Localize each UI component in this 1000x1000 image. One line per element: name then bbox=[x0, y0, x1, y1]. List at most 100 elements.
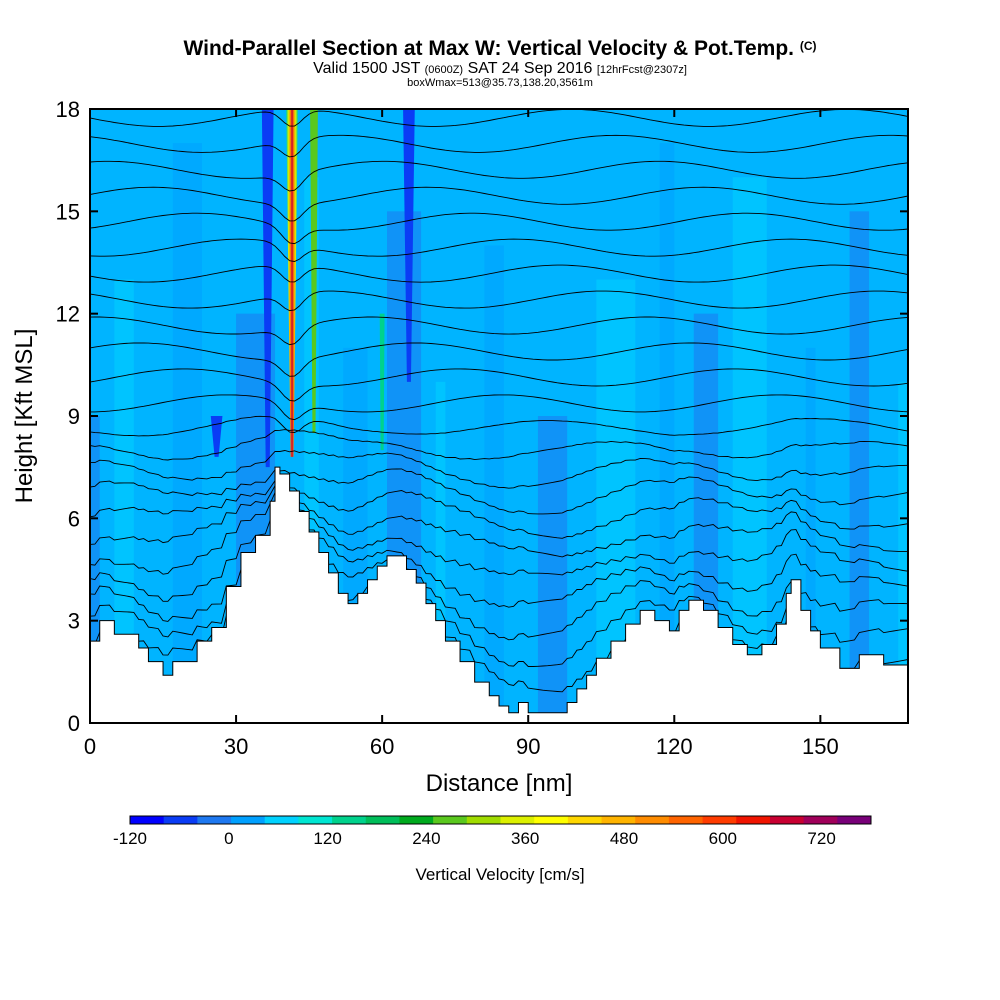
forecast-info: [12hrFcst@2307z] bbox=[596, 64, 687, 76]
updraft-weak bbox=[379, 313, 385, 451]
valid-utc: (0600Z) bbox=[424, 64, 464, 76]
isentrope-line bbox=[90, 394, 908, 421]
colorbar-tick-label: 720 bbox=[807, 829, 835, 848]
y-tick-label: 9 bbox=[68, 404, 80, 429]
x-axis-label: Distance [nm] bbox=[426, 770, 573, 797]
isentrope-line bbox=[90, 368, 908, 402]
colorbar-swatch bbox=[534, 816, 569, 824]
velocity-band bbox=[537, 416, 568, 723]
valid-time: Valid 1500 JST bbox=[313, 60, 421, 77]
x-axis: 0 30 60 90 120 150 bbox=[84, 109, 839, 759]
isentrope-line bbox=[90, 212, 908, 245]
x-tick-label: 150 bbox=[802, 734, 839, 759]
velocity-band bbox=[659, 143, 675, 723]
x-tick-label: 30 bbox=[224, 734, 248, 759]
colorbar-tick-label: 120 bbox=[313, 829, 341, 848]
colorbar-swatch bbox=[365, 816, 400, 824]
plot-area bbox=[90, 109, 908, 723]
y-axis: 0 3 6 9 12 15 18 bbox=[56, 97, 908, 736]
y-tick-label: 18 bbox=[56, 97, 80, 122]
colorbar-swatch bbox=[668, 816, 704, 824]
colorbar-swatch bbox=[298, 816, 333, 824]
draft-features bbox=[210, 109, 415, 468]
isentrope-line bbox=[90, 450, 908, 489]
x-tick-label: 60 bbox=[370, 734, 394, 759]
isentrope-line bbox=[90, 485, 908, 558]
isentropes bbox=[90, 109, 908, 693]
colorbar-label: Vertical Velocity [cm/s] bbox=[415, 865, 584, 884]
isentrope-line bbox=[90, 526, 908, 641]
isentrope-line bbox=[90, 480, 908, 539]
colorbar-swatch bbox=[433, 816, 468, 824]
y-tick-label: 12 bbox=[56, 302, 80, 327]
isentrope-line bbox=[90, 290, 908, 312]
colorbar-swatch bbox=[803, 816, 838, 824]
isentrope-line bbox=[90, 109, 908, 127]
updraft-core bbox=[286, 109, 298, 457]
x-tick-label: 0 bbox=[84, 734, 96, 759]
isentrope-line bbox=[90, 238, 908, 262]
colorbar: -120 0 120 240 360 480 600 720 bbox=[113, 815, 872, 848]
isentrope-line bbox=[90, 505, 908, 608]
colorbar-swatch bbox=[197, 816, 232, 824]
updraft-secondary bbox=[310, 109, 318, 434]
velocity-band bbox=[898, 381, 908, 723]
colorbar-frame bbox=[129, 815, 872, 825]
colorbar-swatch bbox=[567, 816, 603, 824]
valid-date: SAT 24 Sep 2016 bbox=[467, 60, 593, 77]
velocity-bands bbox=[90, 143, 908, 723]
downdraft bbox=[261, 109, 274, 468]
x-tick-label: 120 bbox=[656, 734, 693, 759]
chart-title-text: Wind-Parallel Section at Max W: Vertical… bbox=[183, 37, 794, 60]
chart-title: Wind-Parallel Section at Max W: Vertical… bbox=[0, 37, 1000, 61]
isentrope-line bbox=[90, 186, 908, 222]
velocity-band bbox=[435, 381, 446, 723]
velocity-band bbox=[805, 347, 816, 723]
downdraft bbox=[210, 416, 223, 457]
chart-subtitle: Valid 1500 JST (0600Z) SAT 24 Sep 2016 [… bbox=[0, 60, 1000, 78]
y-tick-label: 6 bbox=[68, 506, 80, 531]
y-axis-label: Height [Kft MSL] bbox=[11, 329, 38, 504]
isentrope-line bbox=[90, 160, 908, 192]
colorbar-swatch bbox=[837, 816, 872, 824]
isentrope-line bbox=[90, 342, 908, 377]
isentrope-line bbox=[90, 429, 908, 461]
terrain bbox=[90, 466, 908, 723]
y-tick-label: 0 bbox=[68, 711, 80, 736]
isentrope-line bbox=[90, 491, 908, 576]
colorbar-swatch bbox=[500, 816, 535, 824]
colorbar-tick-label: 240 bbox=[412, 829, 440, 848]
copyright-mark: (C) bbox=[799, 39, 817, 53]
velocity-band bbox=[732, 177, 767, 723]
isentrope-line bbox=[90, 468, 908, 515]
colorbar-swatch bbox=[163, 816, 198, 824]
colorbar-swatch bbox=[466, 816, 501, 824]
isentrope-line bbox=[90, 134, 908, 158]
downdraft bbox=[403, 109, 415, 382]
colorbar-tick-label: 360 bbox=[511, 829, 539, 848]
velocity-band bbox=[90, 416, 100, 723]
y-tick-label: 3 bbox=[68, 609, 80, 634]
isentrope-line bbox=[90, 415, 908, 437]
velocity-band bbox=[172, 143, 202, 723]
colorbar-swatch bbox=[702, 816, 737, 824]
isentrope-line bbox=[90, 316, 908, 346]
colorbar-swatch bbox=[399, 816, 434, 824]
colorbar-tick-label: 480 bbox=[610, 829, 638, 848]
colorbar-swatch bbox=[231, 816, 266, 824]
colorbar-swatch bbox=[332, 816, 367, 824]
colorbar-swatch bbox=[635, 816, 670, 824]
x-tick-label: 90 bbox=[516, 734, 540, 759]
y-tick-label: 15 bbox=[56, 199, 80, 224]
colorbar-swatch bbox=[601, 816, 636, 824]
isentrope-line bbox=[90, 264, 908, 283]
colorbar-swatch bbox=[264, 816, 299, 824]
velocity-band bbox=[484, 245, 504, 723]
velocity-band bbox=[849, 211, 870, 723]
colorbar-tick-label: 600 bbox=[709, 829, 737, 848]
colorbar-swatch bbox=[769, 816, 805, 824]
colorbar-swatch bbox=[130, 816, 165, 824]
colorbar-swatch bbox=[736, 816, 771, 824]
colorbar-tick-label: 0 bbox=[224, 829, 233, 848]
